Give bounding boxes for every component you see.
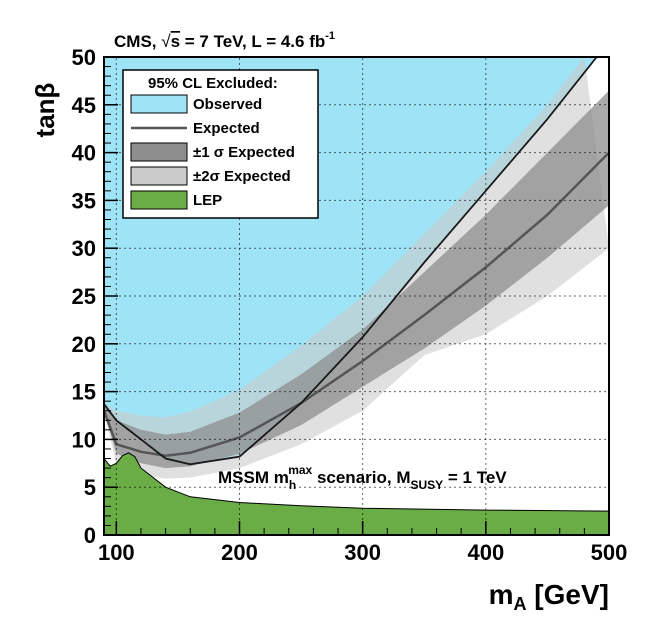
header-prefix: CMS,	[114, 32, 161, 51]
scenario-sup: max	[288, 463, 312, 477]
chart-header: CMS, √s = 7 TeV, L = 4.6 fb-1	[114, 30, 335, 51]
x-label-unit: [GeV]	[527, 579, 609, 610]
legend-swatch-two_sigma	[130, 166, 188, 186]
scenario-tail: = 1 TeV	[443, 468, 507, 487]
y-tick-label-3: 15	[72, 380, 96, 405]
y-tick-label-1: 5	[84, 475, 96, 500]
header-energy: = 7 TeV, L = 4.6 fb	[180, 32, 325, 51]
y-axis-label: tanβ	[30, 83, 60, 138]
y-tick-label-6: 30	[72, 236, 96, 261]
legend-swatch-one_sigma	[130, 142, 188, 162]
one-sigma-band	[104, 90, 609, 469]
legend-label-expected: Expected	[193, 120, 260, 137]
scenario-sub: h	[289, 478, 296, 492]
legend-swatch-lep	[130, 190, 188, 210]
grid-layer	[104, 57, 609, 535]
y-tick-label-5: 25	[72, 284, 96, 309]
legend-label-observed: Observed	[193, 96, 262, 113]
y-tick-label-4: 20	[72, 332, 96, 357]
header-s: s	[171, 32, 180, 51]
x-label-base: m	[489, 579, 514, 610]
legend-title: 95% CL Excluded:	[148, 75, 278, 92]
y-tick-label-9: 45	[72, 93, 96, 118]
legend-label-lep: LEP	[193, 192, 222, 209]
legend-label-one_sigma: ±1 σ Expected	[193, 144, 295, 161]
scenario-base: MSSM m	[218, 468, 289, 487]
legend-swatch-observed	[130, 94, 188, 114]
x-tick-label-0: 100	[98, 540, 135, 565]
scenario-mid: scenario, M	[312, 468, 410, 487]
scenario-sub2: SUSY	[410, 478, 443, 492]
header-sqrt: √	[161, 32, 171, 51]
x-label-sub: A	[514, 594, 527, 614]
x-tick-label-2: 300	[344, 540, 381, 565]
header-lumi-exp: -1	[325, 30, 335, 42]
legend: 95% CL Excluded: Observed Expected ±1 σ Ex…	[122, 69, 319, 219]
observed-limit-line	[104, 57, 598, 466]
scenario-annotation: MSSM mhmax scenario, MSUSY = 1 TeV	[218, 463, 507, 492]
legend-entries: Observed Expected ±1 σ Expected ±2σ Expecte…	[130, 94, 295, 210]
x-axis-label: mA [GeV]	[489, 579, 609, 614]
y-tick-label-2: 10	[72, 427, 96, 452]
legend-label-two_sigma: ±2σ Expected	[193, 168, 291, 185]
x-tick-label-1: 200	[221, 540, 258, 565]
y-tick-label-7: 35	[72, 188, 96, 213]
x-tick-label-4: 500	[591, 540, 628, 565]
y-tick-label-8: 40	[72, 141, 96, 166]
y-tick-label-0: 0	[84, 523, 96, 548]
x-tick-label-3: 400	[467, 540, 504, 565]
expected-limit-line	[104, 151, 609, 457]
ticks-layer: 100 200 300 400 500 0 5 10 15 20 25 30 35 40 45 50	[72, 45, 628, 565]
y-tick-label-10: 50	[72, 45, 96, 70]
